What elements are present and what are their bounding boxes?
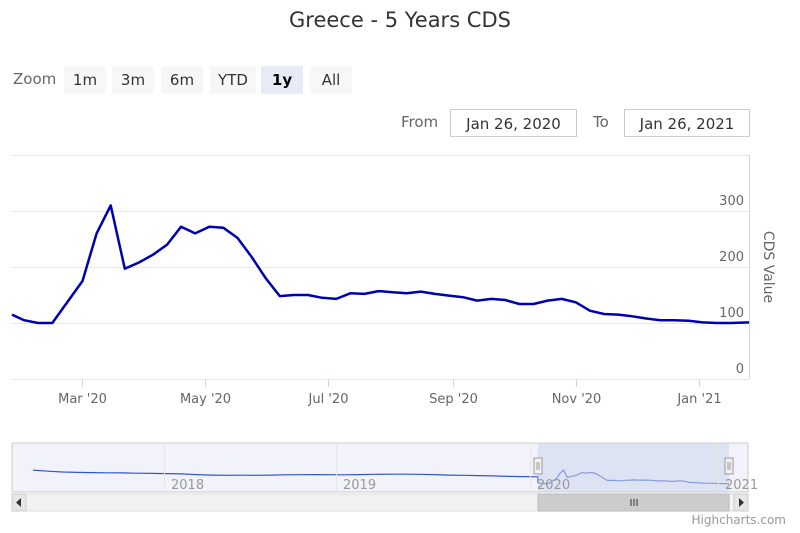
- zoom-ytd-button[interactable]: YTD: [210, 66, 256, 94]
- from-label: From: [401, 113, 439, 131]
- x-tick-label: Jan '21: [676, 392, 721, 407]
- x-tick-label: Mar '20: [58, 392, 107, 407]
- y-tick-label: 300: [719, 194, 744, 209]
- y-axis-title: CDS Value: [760, 231, 776, 303]
- scrollbar[interactable]: [11, 493, 749, 512]
- navigator-year-label: 2018: [171, 478, 204, 493]
- navigator[interactable]: 2018 2019 2020 2021: [11, 442, 758, 493]
- navigator-left-handle[interactable]: [533, 457, 543, 475]
- highcharts-credits-link[interactable]: Highcharts.com: [691, 513, 786, 527]
- zoom-6m-button[interactable]: 6m: [161, 66, 203, 94]
- chart-title: Greece - 5 Years CDS: [289, 8, 511, 32]
- navigator-right-handle[interactable]: [724, 457, 734, 475]
- zoom-1y-button[interactable]: 1y: [261, 66, 303, 94]
- x-tick-label: Sep '20: [429, 392, 478, 407]
- zoom-label: Zoom: [13, 70, 57, 88]
- y-tick-label: 200: [719, 250, 744, 265]
- to-date-input[interactable]: Jan 26, 2021: [624, 109, 750, 137]
- cds-series-line: [11, 204, 750, 325]
- x-tick-label: Nov '20: [552, 392, 602, 407]
- navigator-year-label: 2021: [725, 478, 758, 493]
- grid-lines: [12, 155, 749, 380]
- to-label: To: [593, 113, 609, 131]
- zoom-all-button[interactable]: All: [310, 66, 352, 94]
- from-date-input[interactable]: Jan 26, 2020: [450, 109, 577, 137]
- y-tick-label: 0: [736, 362, 744, 377]
- zoom-1m-button[interactable]: 1m: [64, 66, 106, 94]
- grip-icon: [630, 499, 638, 506]
- navigator-year-label: 2019: [343, 478, 376, 493]
- arrow-right-icon: [739, 498, 744, 507]
- x-tick-label: Jul '20: [308, 392, 349, 407]
- x-tick-label: May '20: [180, 392, 231, 407]
- navigator-year-label: 2020: [537, 478, 570, 493]
- arrow-left-icon: [16, 498, 21, 507]
- zoom-3m-button[interactable]: 3m: [112, 66, 154, 94]
- navigator-selected-range[interactable]: [538, 443, 729, 492]
- y-tick-label: 100: [719, 306, 744, 321]
